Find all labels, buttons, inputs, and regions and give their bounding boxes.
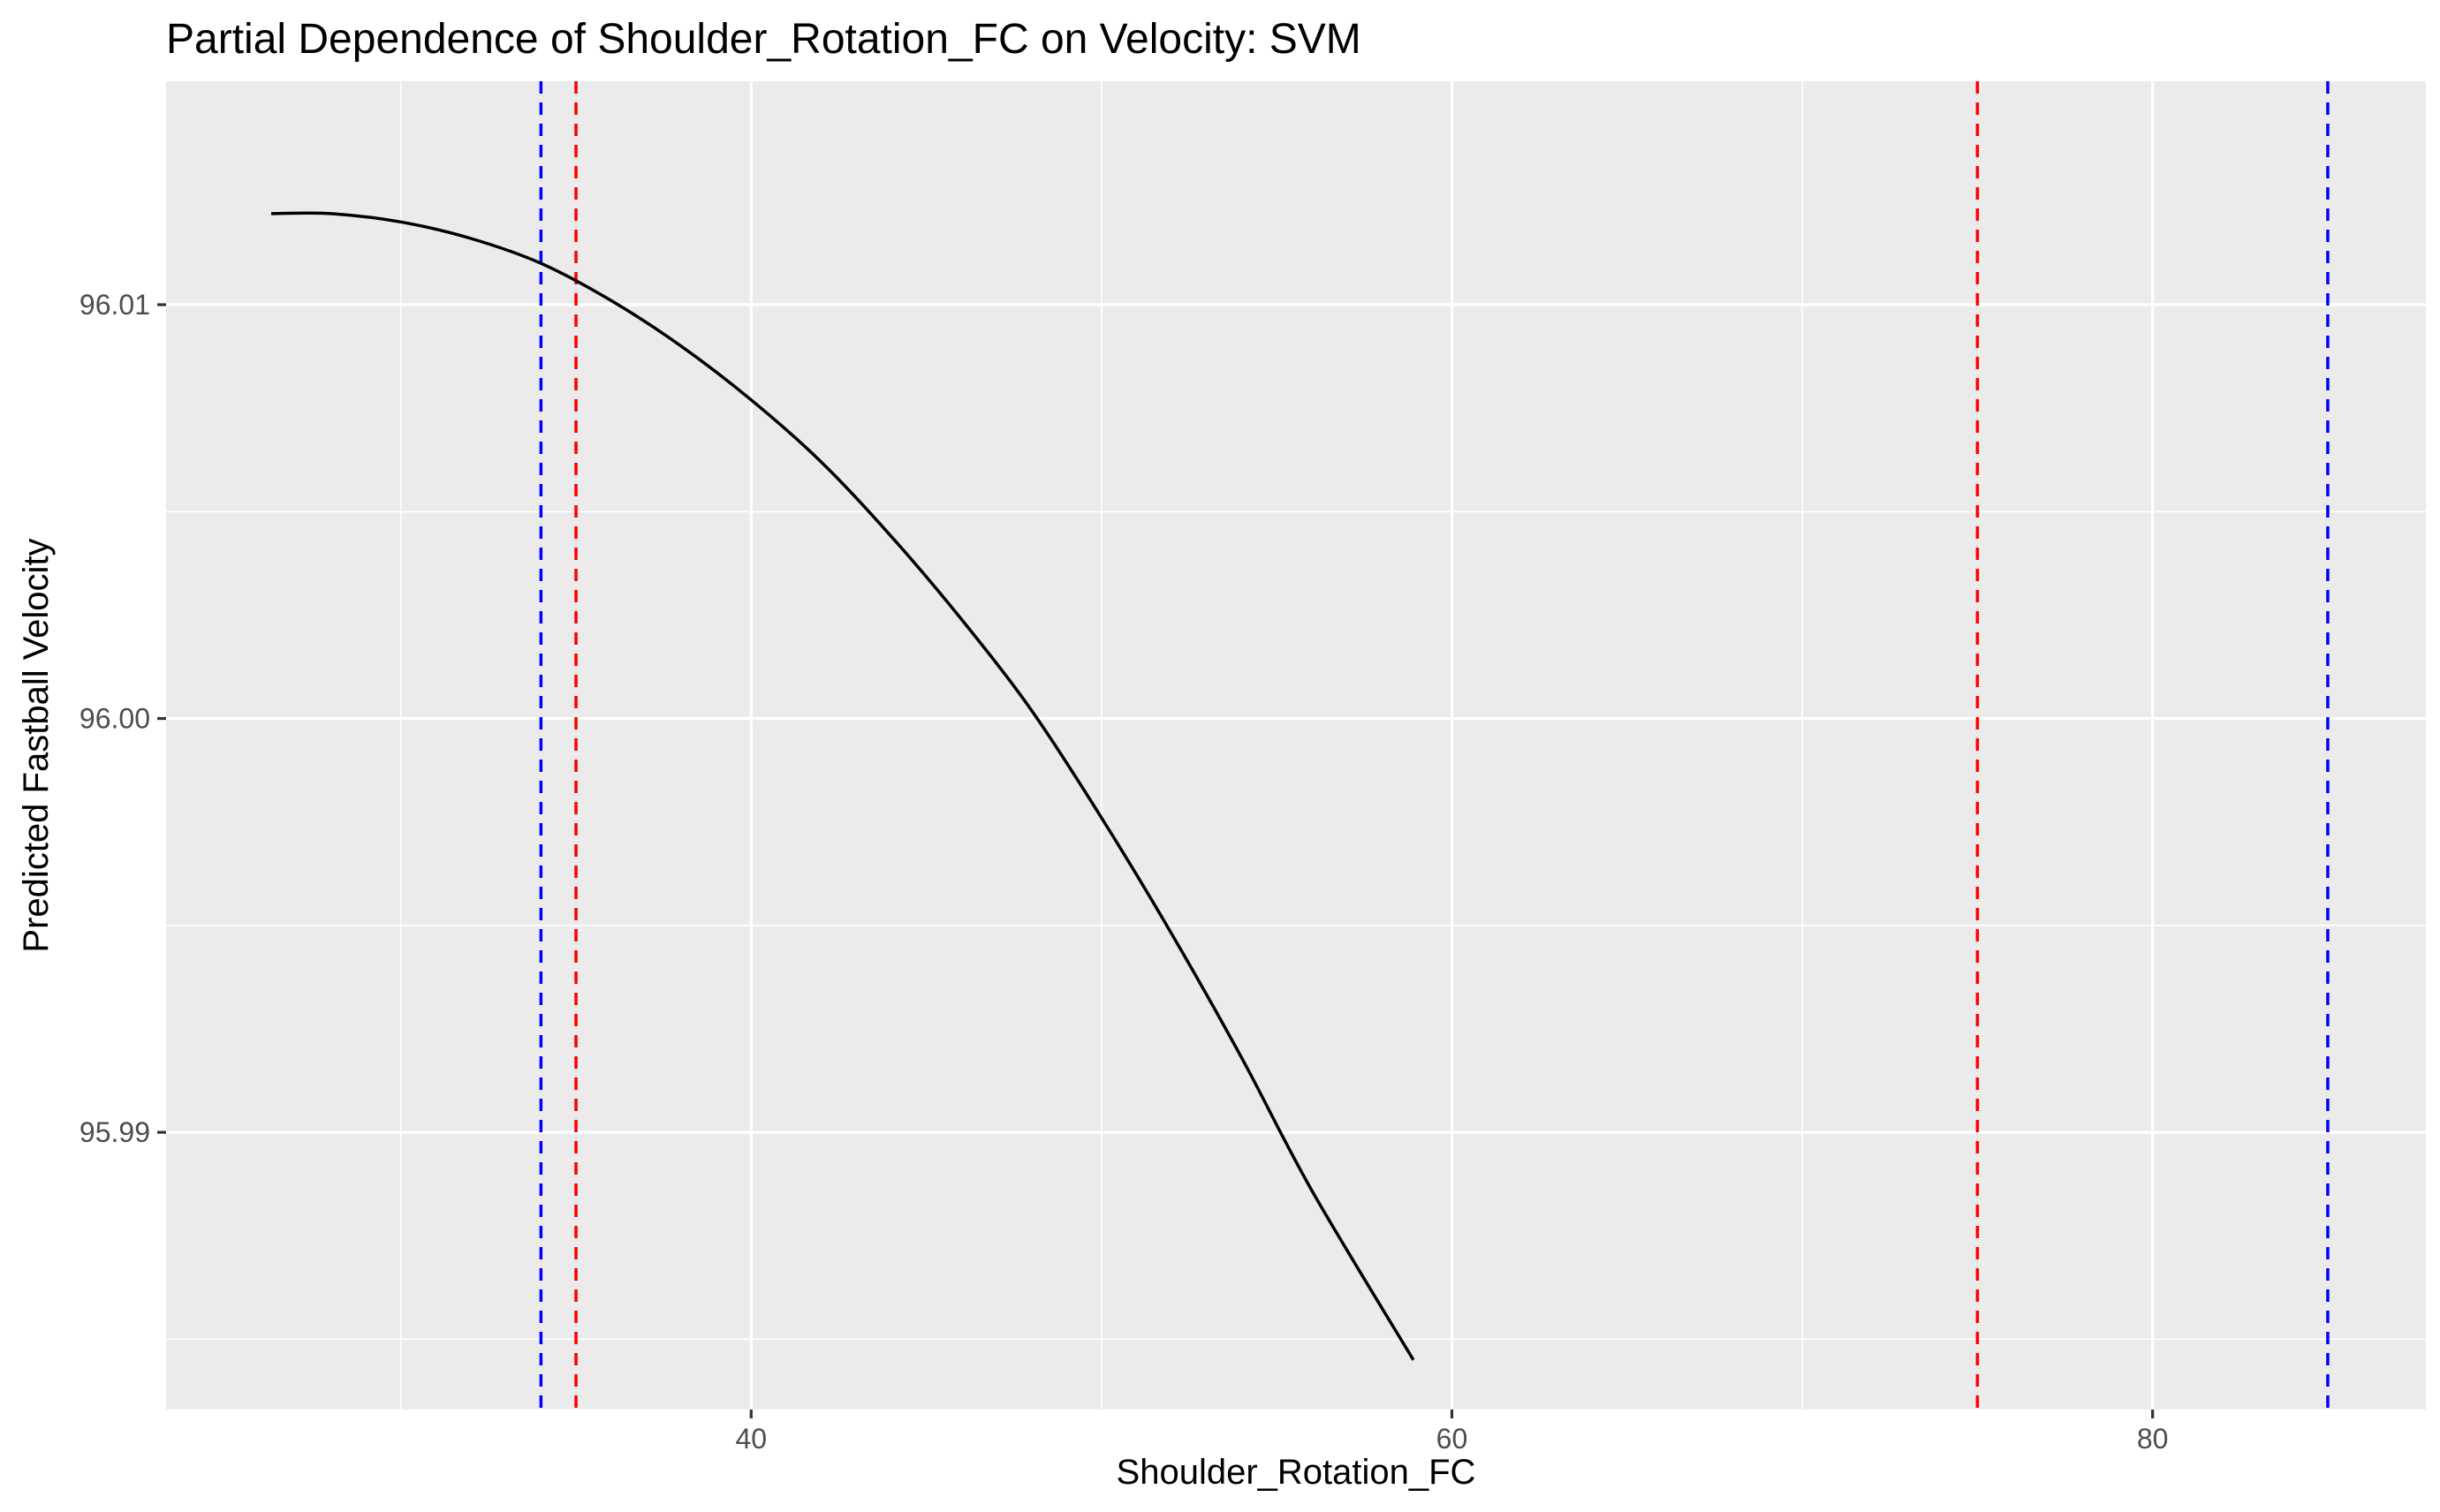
y-tick-label: 95.99 [80,1116,150,1148]
x-axis-label: Shoulder_Rotation_FC [1117,1453,1476,1492]
y-tick-label: 96.00 [80,703,150,735]
x-axis: 40 60 80 [736,1410,2169,1455]
reference-lines [539,81,2330,1410]
x-tick-label: 80 [2137,1423,2169,1455]
major-grid [166,81,2426,1410]
x-tick-label: 40 [736,1423,768,1455]
x-tick-label: 60 [1436,1423,1468,1455]
chart-title: Partial Dependence of Shoulder_Rotation_… [166,16,1361,63]
y-axis-label: Predicted Fastball Velocity [17,538,56,952]
plot-panel [166,81,2426,1410]
y-tick-label: 96.01 [80,289,150,321]
series-layer [270,211,1415,1361]
minor-grid [166,81,2426,1410]
y-axis: 95.99 96.00 96.01 [80,289,166,1148]
pd-curve [270,211,1415,1361]
